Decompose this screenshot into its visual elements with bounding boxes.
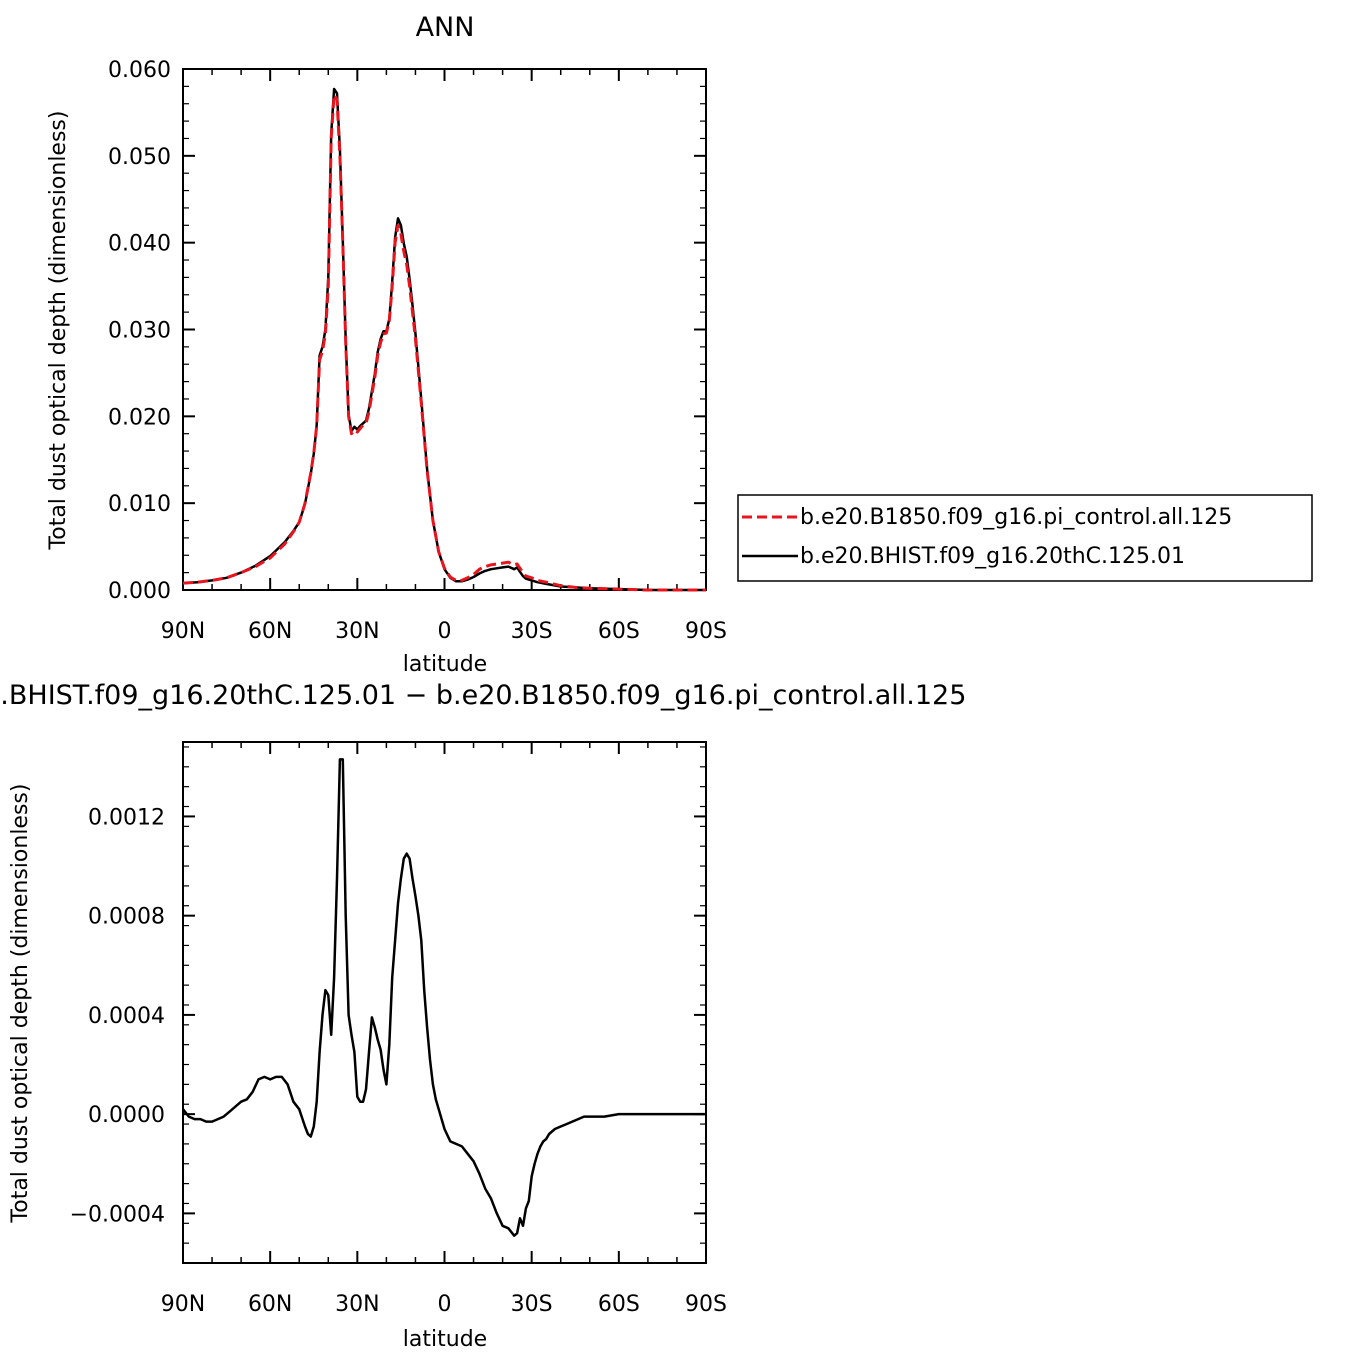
top-x-tick-label: 30N <box>335 619 379 644</box>
bottom-x-tick-label: 90S <box>685 1292 727 1317</box>
bottom-series-line-0 <box>182 758 706 1237</box>
bottom-y-tick-label: 0.0012 <box>88 805 165 830</box>
bottom-x-tick-label: 60S <box>598 1292 640 1317</box>
bottom-chart-title: b.e20.BHIST.f09_g16.20thC.125.01 − b.e20… <box>0 680 966 711</box>
bottom-y-tick-label: −0.0004 <box>70 1202 165 1227</box>
top-y-tick-label: 0.040 <box>108 232 171 257</box>
top-y-tick-label: 0.000 <box>108 579 171 604</box>
bottom-x-tick-label: 90N <box>161 1292 205 1317</box>
bottom-x-tick-label: 60N <box>248 1292 292 1317</box>
bottom-y-tick-label: 0.0000 <box>88 1103 165 1128</box>
top-x-tick-label: 90N <box>161 619 205 644</box>
bottom-plot-area: 90N 60N 30N 0 30S 60S 90S −0.0004 0.0000 0.0004 0.… <box>70 741 727 1317</box>
top-x-axis-label: latitude <box>403 652 487 677</box>
top-x-tick-label: 60S <box>598 619 640 644</box>
top-y-axis-label: Total dust optical depth (dimensionless) <box>46 111 71 551</box>
top-x-tick-label: 30S <box>511 619 553 644</box>
top-x-tick-label: 0 <box>438 619 452 644</box>
top-y-tick-label: 0.010 <box>108 492 171 517</box>
top-plot-area: 90N 60N 30N 0 30S 60S 90S 0.000 0.010 0.020 0.030 0… <box>108 58 727 644</box>
top-y-tick-label: 0.060 <box>108 58 171 83</box>
bottom-y-axis-label: Total dust optical depth (dimensionless) <box>8 784 33 1224</box>
top-x-tick-label: 60N <box>248 619 292 644</box>
bottom-y-tick-label: 0.0008 <box>88 905 165 930</box>
top-panel: ANN 90N 60N 30N 0 30S 60S 90S 0.000 0.010 0.020 0.… <box>46 12 727 677</box>
top-plot-frame <box>182 68 707 591</box>
top-series-line-0 <box>182 93 706 592</box>
bottom-plot-frame <box>182 741 707 1264</box>
top-y-tick-label: 0.020 <box>108 405 171 430</box>
bottom-x-tick-label: 30S <box>511 1292 553 1317</box>
top-chart-title: ANN <box>416 12 475 43</box>
bottom-x-tick-label: 0 <box>438 1292 452 1317</box>
top-y-tick-label: 0.030 <box>108 319 171 344</box>
legend-entry-bhist: b.e20.BHIST.f09_g16.20thC.125.01 <box>800 544 1185 569</box>
bottom-x-tick-label: 30N <box>335 1292 379 1317</box>
legend-entry-b1850: b.e20.B1850.f09_g16.pi_control.all.125 <box>800 505 1232 530</box>
legend-frame <box>737 494 1313 582</box>
bottom-x-axis-label: latitude <box>403 1327 487 1352</box>
bottom-y-tick-label: 0.0004 <box>88 1004 165 1029</box>
top-series-line-1 <box>182 87 706 592</box>
bottom-panel: b.e20.BHIST.f09_g16.20thC.125.01 − b.e20… <box>0 680 966 1352</box>
top-y-tick-label: 0.050 <box>108 145 171 170</box>
top-x-tick-label: 90S <box>685 619 727 644</box>
legend: b.e20.B1850.f09_g16.pi_control.all.125 b… <box>737 494 1313 582</box>
